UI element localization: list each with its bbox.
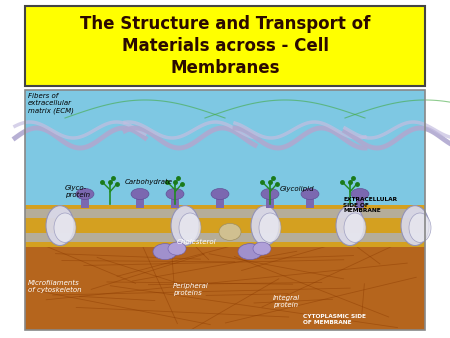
Ellipse shape [253,242,271,255]
Ellipse shape [131,189,149,199]
Text: Membranes: Membranes [170,59,280,77]
Ellipse shape [251,206,279,245]
Text: EXTRACELLULAR
SIDE OF
MEMBRANE: EXTRACELLULAR SIDE OF MEMBRANE [343,197,397,213]
Ellipse shape [153,244,177,260]
Ellipse shape [401,206,429,245]
Bar [25,209,425,218]
Text: Glycolipid: Glycolipid [280,186,315,192]
Ellipse shape [238,244,262,260]
Bar [266,196,274,208]
Text: The Structure and Transport of: The Structure and Transport of [80,15,370,32]
Ellipse shape [46,206,74,245]
Text: Carbohydrate: Carbohydrate [125,179,173,185]
Text: CYTOPLASMIC SIDE
OF MEMBRANE: CYTOPLASMIC SIDE OF MEMBRANE [303,314,366,325]
Ellipse shape [301,189,319,199]
Text: Glyco-
protein: Glyco- protein [65,185,90,198]
Text: Peripheral
proteins: Peripheral proteins [173,283,209,296]
Ellipse shape [344,213,366,242]
Ellipse shape [171,206,199,245]
Ellipse shape [219,223,241,240]
Bar [216,196,224,208]
Ellipse shape [409,213,431,242]
Bar [25,233,425,242]
FancyBboxPatch shape [25,6,425,86]
Bar [25,204,425,247]
Bar [25,215,425,330]
Bar [171,196,179,208]
Ellipse shape [261,189,279,199]
Ellipse shape [179,213,201,242]
Bar [25,90,425,330]
Ellipse shape [168,242,186,255]
Text: Cholesterol: Cholesterol [177,239,216,245]
Ellipse shape [259,213,281,242]
Text: Integral
protein: Integral protein [273,295,300,309]
Ellipse shape [54,213,76,242]
Bar [356,196,364,208]
Text: Microfilaments
of cytoskeleton: Microfilaments of cytoskeleton [28,280,81,293]
Text: Materials across - Cell: Materials across - Cell [122,37,328,55]
Bar [136,196,144,208]
Bar [25,90,425,229]
Bar [306,196,314,208]
Text: Fibers of
extracellular
matrix (ECM): Fibers of extracellular matrix (ECM) [28,93,74,114]
Ellipse shape [166,189,184,199]
Ellipse shape [336,206,364,245]
Ellipse shape [211,189,229,199]
Ellipse shape [76,189,94,199]
Ellipse shape [351,189,369,199]
Bar [81,196,89,208]
